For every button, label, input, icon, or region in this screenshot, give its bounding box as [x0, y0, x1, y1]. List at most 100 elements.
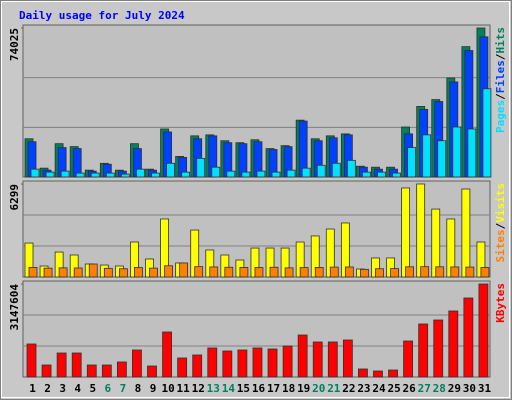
x-tick-label: 18	[282, 382, 295, 395]
bar	[75, 172, 85, 178]
x-tick-label: 14	[222, 382, 236, 395]
x-tick-label: 10	[161, 382, 174, 395]
bar	[435, 266, 445, 278]
legend-entry: Files	[494, 60, 507, 93]
bar	[299, 267, 309, 278]
bar	[267, 348, 278, 378]
bar	[58, 267, 68, 278]
x-tick-label: 3	[59, 382, 66, 395]
bar	[226, 170, 236, 178]
bar	[373, 370, 383, 378]
bar	[312, 341, 323, 378]
bar	[30, 168, 40, 178]
bar	[418, 323, 429, 378]
x-tick-label: 21	[327, 382, 341, 395]
legend-separator: /	[494, 93, 507, 100]
legend-entry: Visits	[494, 183, 507, 223]
bar	[452, 126, 462, 178]
x-tick-label: 27	[418, 382, 431, 395]
y-tick-label: 74025	[8, 28, 21, 61]
x-tick-label: 7	[120, 382, 127, 395]
bar	[407, 147, 417, 178]
x-tick-label: 19	[297, 382, 310, 395]
bar	[282, 345, 293, 378]
x-tick-label: 30	[463, 382, 476, 395]
bar	[316, 164, 326, 178]
bar	[86, 364, 97, 378]
bar	[467, 128, 477, 178]
bar	[28, 267, 38, 278]
bar	[392, 172, 401, 178]
legend: KBytes	[494, 283, 507, 323]
x-tick-label: 2	[44, 382, 51, 395]
bar	[151, 172, 160, 178]
bar	[101, 364, 112, 378]
x-tick-label: 28	[433, 382, 446, 395]
bar	[269, 266, 279, 278]
bar	[71, 352, 82, 378]
x-tick-label: 16	[252, 382, 266, 395]
bar	[88, 263, 98, 278]
bar	[344, 266, 354, 278]
bar	[90, 172, 100, 178]
bar	[73, 267, 83, 278]
x-tick-label: 24	[372, 382, 386, 395]
bar	[450, 266, 460, 278]
x-tick-label: 17	[267, 382, 280, 395]
bar	[116, 361, 127, 378]
bar	[211, 166, 221, 178]
bar	[103, 267, 113, 278]
bar	[60, 170, 70, 178]
x-tick-label: 31	[478, 382, 492, 395]
bar	[26, 343, 37, 378]
x-tick-label: 12	[192, 382, 205, 395]
bar	[420, 266, 430, 278]
x-tick-label: 9	[150, 382, 157, 395]
legend-separator: /	[494, 53, 507, 60]
legend-entry: Pages	[494, 100, 507, 133]
bar	[465, 266, 475, 278]
bar	[207, 347, 218, 378]
bar	[360, 268, 369, 278]
x-tick-label: 26	[403, 382, 417, 395]
bar	[254, 267, 264, 278]
bar	[390, 268, 399, 278]
legend: Sites/Visits	[494, 183, 507, 263]
bar	[342, 339, 353, 378]
x-tick-label: 20	[312, 382, 325, 395]
bar	[118, 268, 128, 278]
bar	[401, 187, 411, 278]
bar	[166, 162, 175, 178]
bar	[314, 267, 324, 278]
bar	[149, 267, 158, 278]
bar	[45, 171, 55, 178]
x-tick-label: 22	[342, 382, 355, 395]
bar	[433, 319, 444, 378]
bar	[461, 188, 471, 278]
x-tick-label: 6	[105, 382, 112, 395]
bar	[375, 268, 384, 278]
bar	[437, 140, 447, 178]
bar	[192, 354, 203, 378]
legend-entry: Hits	[494, 27, 507, 54]
bar	[237, 349, 248, 378]
bar	[222, 350, 233, 378]
bar	[239, 267, 249, 278]
bar	[194, 266, 204, 278]
bar	[480, 267, 490, 278]
x-tick-label: 15	[237, 382, 250, 395]
x-tick-label: 29	[448, 382, 461, 395]
bar	[482, 88, 492, 178]
bar	[329, 266, 339, 278]
chart-title: Daily usage for July 2024	[19, 9, 185, 22]
x-tick-label: 13	[207, 382, 220, 395]
bar	[43, 267, 53, 278]
x-tick-label: 4	[74, 382, 81, 395]
bar	[297, 334, 308, 378]
bar	[331, 162, 341, 178]
bar	[181, 171, 191, 178]
bar	[105, 172, 115, 178]
bar	[164, 265, 173, 278]
bar	[463, 297, 474, 378]
